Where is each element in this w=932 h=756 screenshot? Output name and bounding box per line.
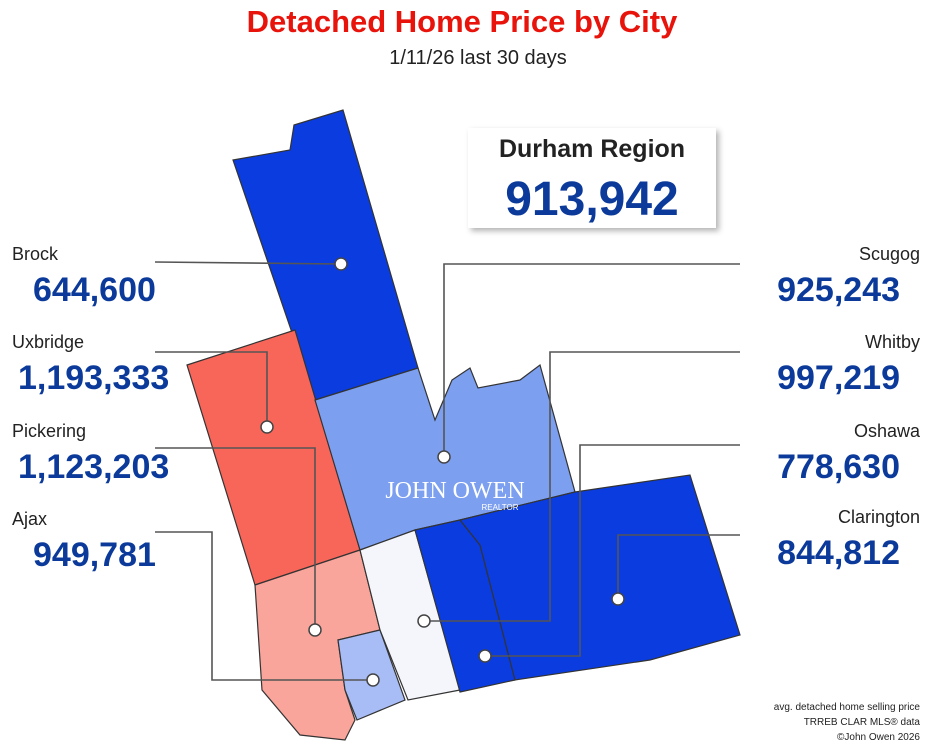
leader-line xyxy=(485,444,740,657)
city-dot xyxy=(334,257,348,271)
city-price: 778,630 xyxy=(777,448,900,486)
leader-line xyxy=(424,351,740,622)
city-dot xyxy=(417,614,431,628)
city-price: 1,123,203 xyxy=(18,448,169,486)
footnote: TRREB CLAR MLS® data xyxy=(804,717,921,728)
city-price: 644,600 xyxy=(33,271,156,309)
city-region xyxy=(458,474,741,681)
city-dot xyxy=(366,673,380,687)
leader-line xyxy=(155,531,373,681)
leader-line xyxy=(154,261,342,265)
region-name: Durham Region xyxy=(499,135,685,163)
city-name: Brock xyxy=(12,244,59,264)
city-dot xyxy=(308,623,322,637)
footnote: avg. detached home selling price xyxy=(774,702,921,713)
city-name: Clarington xyxy=(838,507,920,527)
logo-sub: REALTOR xyxy=(481,503,518,512)
city-region xyxy=(359,529,461,701)
leader-line xyxy=(617,534,740,599)
city-name: Scugog xyxy=(859,244,920,264)
city-name: Ajax xyxy=(12,509,47,529)
logo: JOHN OWEN REALTOR xyxy=(385,478,524,512)
city-name: Uxbridge xyxy=(12,332,84,352)
city-name: Whitby xyxy=(865,332,920,352)
footnote: ©John Owen 2026 xyxy=(837,732,920,743)
city-price: 949,781 xyxy=(33,536,156,574)
leader-line xyxy=(155,447,316,630)
region-price: 913,942 xyxy=(505,173,679,226)
logo-name: JOHN OWEN xyxy=(385,478,524,504)
city-dot xyxy=(260,420,274,434)
city-price: 997,219 xyxy=(777,359,900,397)
city-price: 844,812 xyxy=(777,534,900,572)
city-price: 925,243 xyxy=(777,271,900,309)
subtitle: 1/11/26 last 30 days xyxy=(389,47,567,69)
city-dot xyxy=(478,649,492,663)
map xyxy=(186,109,741,741)
city-dot xyxy=(437,450,451,464)
leader-line xyxy=(443,263,740,457)
title: Detached Home Price by City xyxy=(247,4,678,39)
city-dot xyxy=(611,592,625,606)
city-name: Pickering xyxy=(12,421,86,441)
city-price: 1,193,333 xyxy=(18,359,169,397)
region-box: Durham Region 913,942 xyxy=(468,128,716,228)
region-box-bg xyxy=(468,128,716,228)
labels: Brock 644,600 Uxbridge 1,193,333 Pickering 1,… xyxy=(12,244,921,687)
city-name: Oshawa xyxy=(854,421,921,441)
leader-line xyxy=(155,351,268,427)
